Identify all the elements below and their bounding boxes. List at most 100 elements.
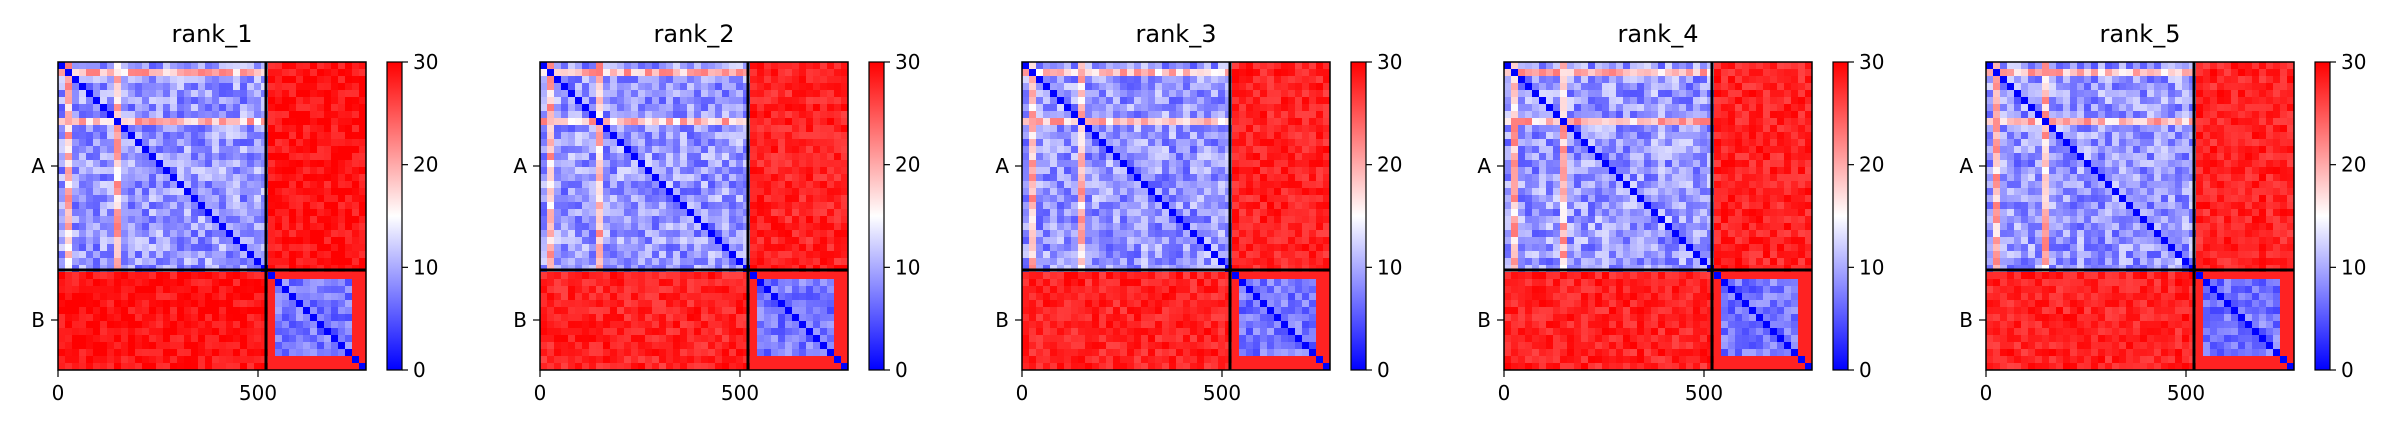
heatmap-cell bbox=[1183, 174, 1191, 182]
heatmap-cell bbox=[128, 132, 136, 140]
heatmap-cell bbox=[163, 195, 171, 203]
heatmap-cell bbox=[792, 146, 800, 154]
heatmap-cell bbox=[715, 146, 723, 154]
heatmap-cell bbox=[813, 342, 821, 350]
heatmap-cell bbox=[841, 181, 849, 189]
heatmap-cell bbox=[673, 335, 681, 343]
heatmap-cell bbox=[100, 125, 108, 133]
heatmap-cell bbox=[750, 118, 758, 126]
heatmap-cell bbox=[310, 356, 318, 364]
heatmap-cell bbox=[58, 90, 66, 98]
heatmap-cell bbox=[1267, 111, 1275, 119]
heatmap-cell bbox=[93, 111, 101, 119]
heatmap-cell bbox=[568, 62, 576, 70]
heatmap-cell bbox=[317, 300, 325, 308]
heatmap-cell bbox=[1316, 146, 1324, 154]
heatmap-cell bbox=[834, 125, 842, 133]
heatmap-cell bbox=[806, 300, 814, 308]
heatmap-cell bbox=[1211, 104, 1219, 112]
heatmap-cell bbox=[659, 132, 667, 140]
heatmap-cell bbox=[1302, 111, 1310, 119]
heatmap-cell bbox=[806, 76, 814, 84]
heatmap-cell bbox=[1176, 230, 1184, 238]
heatmap-cell bbox=[135, 279, 143, 287]
heatmap-cell bbox=[1029, 125, 1037, 133]
heatmap-cell bbox=[694, 153, 702, 161]
heatmap-cell bbox=[1092, 160, 1100, 168]
heatmap-cell bbox=[86, 300, 94, 308]
heatmap-cell bbox=[128, 223, 136, 231]
heatmap-cell bbox=[1113, 188, 1121, 196]
heatmap-cell bbox=[191, 328, 199, 336]
heatmap-cell bbox=[694, 314, 702, 322]
heatmap-cell bbox=[58, 321, 66, 329]
heatmap-cell bbox=[806, 258, 814, 266]
heatmap-cell bbox=[1127, 118, 1135, 126]
heatmap-cell bbox=[100, 160, 108, 168]
heatmap-cell bbox=[1134, 160, 1142, 168]
heatmap-cell bbox=[1232, 153, 1240, 161]
heatmap-cell bbox=[1246, 153, 1254, 161]
heatmap-cell bbox=[156, 174, 164, 182]
heatmap-cell bbox=[827, 230, 835, 238]
heatmap-cell bbox=[289, 125, 297, 133]
heatmap-cell bbox=[1204, 132, 1212, 140]
heatmap-cell bbox=[1106, 188, 1114, 196]
heatmap-cell bbox=[1260, 202, 1268, 210]
heatmap-cell bbox=[191, 237, 199, 245]
heatmap-cell bbox=[1295, 160, 1303, 168]
heatmap-cell bbox=[345, 300, 353, 308]
heatmap-cell bbox=[317, 314, 325, 322]
heatmap-cell bbox=[715, 160, 723, 168]
heatmap-cell bbox=[1078, 209, 1086, 217]
heatmap-cell bbox=[701, 209, 709, 217]
heatmap-cell bbox=[694, 223, 702, 231]
heatmap-cell bbox=[792, 139, 800, 147]
heatmap-cell bbox=[282, 167, 290, 175]
heatmap-cell bbox=[806, 230, 814, 238]
heatmap-cell bbox=[240, 69, 248, 77]
heatmap-cell bbox=[687, 195, 695, 203]
heatmap-cell bbox=[79, 363, 87, 371]
heatmap-cell bbox=[792, 153, 800, 161]
heatmap-cell bbox=[100, 314, 108, 322]
heatmap-cell bbox=[638, 342, 646, 350]
heatmap-cell bbox=[575, 307, 583, 315]
heatmap-cell bbox=[345, 174, 353, 182]
heatmap-cell bbox=[1057, 69, 1065, 77]
heatmap-cell bbox=[191, 90, 199, 98]
heatmap-cell bbox=[1176, 111, 1184, 119]
heatmap-cell bbox=[254, 279, 262, 287]
heatmap-cell bbox=[645, 258, 653, 266]
heatmap-cell bbox=[1092, 188, 1100, 196]
heatmap-cell bbox=[1092, 139, 1100, 147]
heatmap-cell bbox=[58, 335, 66, 343]
heatmap-cell bbox=[275, 139, 283, 147]
heatmap-cell bbox=[352, 181, 360, 189]
heatmap-cell bbox=[1050, 153, 1058, 161]
heatmap-cell bbox=[352, 335, 360, 343]
heatmap-cell bbox=[610, 153, 618, 161]
heatmap-cell bbox=[58, 125, 66, 133]
heatmap-cell bbox=[107, 118, 115, 126]
heatmap-cell bbox=[205, 300, 213, 308]
heatmap-cell bbox=[645, 286, 653, 294]
heatmap-cell bbox=[79, 188, 87, 196]
heatmap-cell bbox=[86, 146, 94, 154]
heatmap-cell bbox=[163, 62, 171, 70]
heatmap-cell bbox=[694, 202, 702, 210]
heatmap-cell bbox=[1134, 139, 1142, 147]
heatmap-cell bbox=[694, 321, 702, 329]
heatmap-cell bbox=[240, 286, 248, 294]
heatmap-cell bbox=[289, 286, 297, 294]
heatmap-cell bbox=[813, 104, 821, 112]
heatmap-cell bbox=[107, 342, 115, 350]
heatmap-cell bbox=[1246, 202, 1254, 210]
heatmap-cell bbox=[834, 76, 842, 84]
heatmap-cell bbox=[1113, 195, 1121, 203]
heatmap-cell bbox=[177, 251, 185, 259]
heatmap-cell bbox=[1260, 209, 1268, 217]
heatmap-cell bbox=[1071, 111, 1079, 119]
heatmap-cell bbox=[268, 230, 276, 238]
heatmap-cell bbox=[233, 104, 241, 112]
